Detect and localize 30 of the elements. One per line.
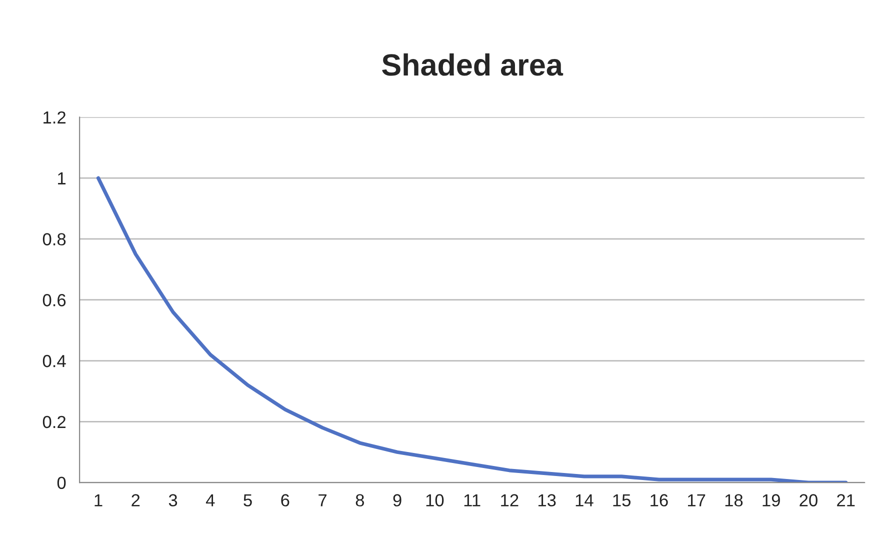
x-tick-label: 20 bbox=[800, 494, 818, 506]
x-tick-label: 9 bbox=[393, 494, 402, 506]
x-tick-label: 7 bbox=[318, 494, 326, 506]
x-tick-label: 21 bbox=[837, 494, 855, 506]
x-tick-label: 17 bbox=[688, 494, 706, 506]
y-tick-label: 0.4 bbox=[42, 354, 66, 368]
x-tick-label: 2 bbox=[132, 494, 140, 506]
x-tick-label: 3 bbox=[168, 494, 178, 506]
y-tick-label: 1 bbox=[58, 172, 66, 184]
x-tick-label: 15 bbox=[613, 494, 631, 506]
x-tick-label: 5 bbox=[244, 494, 252, 506]
x-tick-label: 13 bbox=[538, 494, 556, 506]
x-tick-label: 4 bbox=[206, 494, 215, 506]
x-tick-label: 1 bbox=[94, 494, 102, 506]
x-tick-label: 8 bbox=[356, 494, 364, 506]
x-tick-label: 14 bbox=[576, 494, 594, 506]
y-tick-label: 0.2 bbox=[42, 416, 66, 428]
line-series bbox=[96, 176, 848, 483]
x-tick-label: 11 bbox=[464, 494, 480, 506]
x-tick-label: 16 bbox=[650, 494, 668, 506]
y-tick-label: 0.8 bbox=[42, 233, 66, 246]
y-tick-label: 0.6 bbox=[42, 294, 66, 306]
x-tick-label: 19 bbox=[762, 494, 780, 506]
chart-title: Shaded area bbox=[382, 53, 564, 76]
x-tick-label: 12 bbox=[501, 494, 518, 506]
x-tick-label: 10 bbox=[426, 494, 444, 506]
x-tick-label: 6 bbox=[281, 494, 290, 506]
x-tick-label: 18 bbox=[725, 494, 743, 506]
y-tick-label: 1.2 bbox=[44, 111, 66, 124]
y-tick-label: 0 bbox=[57, 476, 66, 490]
